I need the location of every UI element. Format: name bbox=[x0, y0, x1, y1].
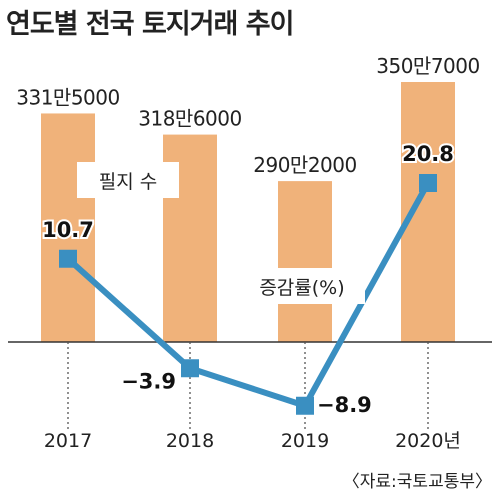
x-tick-label: 2020년 bbox=[395, 430, 461, 452]
line-value-label: −3.9 bbox=[121, 369, 176, 393]
line-path bbox=[65, 181, 431, 409]
line-point-2020년 bbox=[419, 174, 437, 192]
legend-line-label: 증감률(%) bbox=[259, 277, 344, 299]
line-value-label: −8.9 bbox=[317, 393, 372, 417]
x-tick-label: 2019 bbox=[281, 430, 329, 452]
bar-2019 bbox=[278, 181, 332, 342]
legend-bar-label: 필지 수 bbox=[99, 171, 157, 193]
bar-value-label: 318만6000 bbox=[138, 107, 241, 131]
bar-value-label: 290만2000 bbox=[253, 153, 356, 177]
x-tick-labels: 2017 2018 2019 2020년 bbox=[44, 430, 461, 452]
x-tick-label: 2018 bbox=[166, 430, 214, 452]
bar-value-labels: 331만5000 318만6000 290만2000 350만7000 bbox=[16, 54, 480, 177]
chart-title: 연도별 전국 토지거래 추이 bbox=[6, 9, 294, 40]
bar-value-label: 331만5000 bbox=[16, 85, 119, 109]
bar-value-label: 350만7000 bbox=[376, 54, 479, 78]
line-point-2017 bbox=[59, 249, 77, 268]
line-value-label: 10.7 bbox=[42, 218, 94, 242]
line-value-label: 20.8 bbox=[402, 142, 454, 166]
line-point-2019 bbox=[296, 396, 314, 415]
line-series: 10.7 −3.9 −8.9 20.8 bbox=[40, 140, 456, 419]
legend-bar: 필지 수 bbox=[77, 162, 179, 198]
source-note: 〈자료:국토교통부〉 bbox=[342, 472, 492, 492]
x-guide-lines bbox=[67, 342, 429, 432]
legend-line: 증감률(%) bbox=[239, 268, 365, 304]
line-point-2018 bbox=[181, 359, 199, 378]
x-tick-label: 2017 bbox=[44, 430, 92, 452]
bar-2017 bbox=[41, 113, 95, 343]
